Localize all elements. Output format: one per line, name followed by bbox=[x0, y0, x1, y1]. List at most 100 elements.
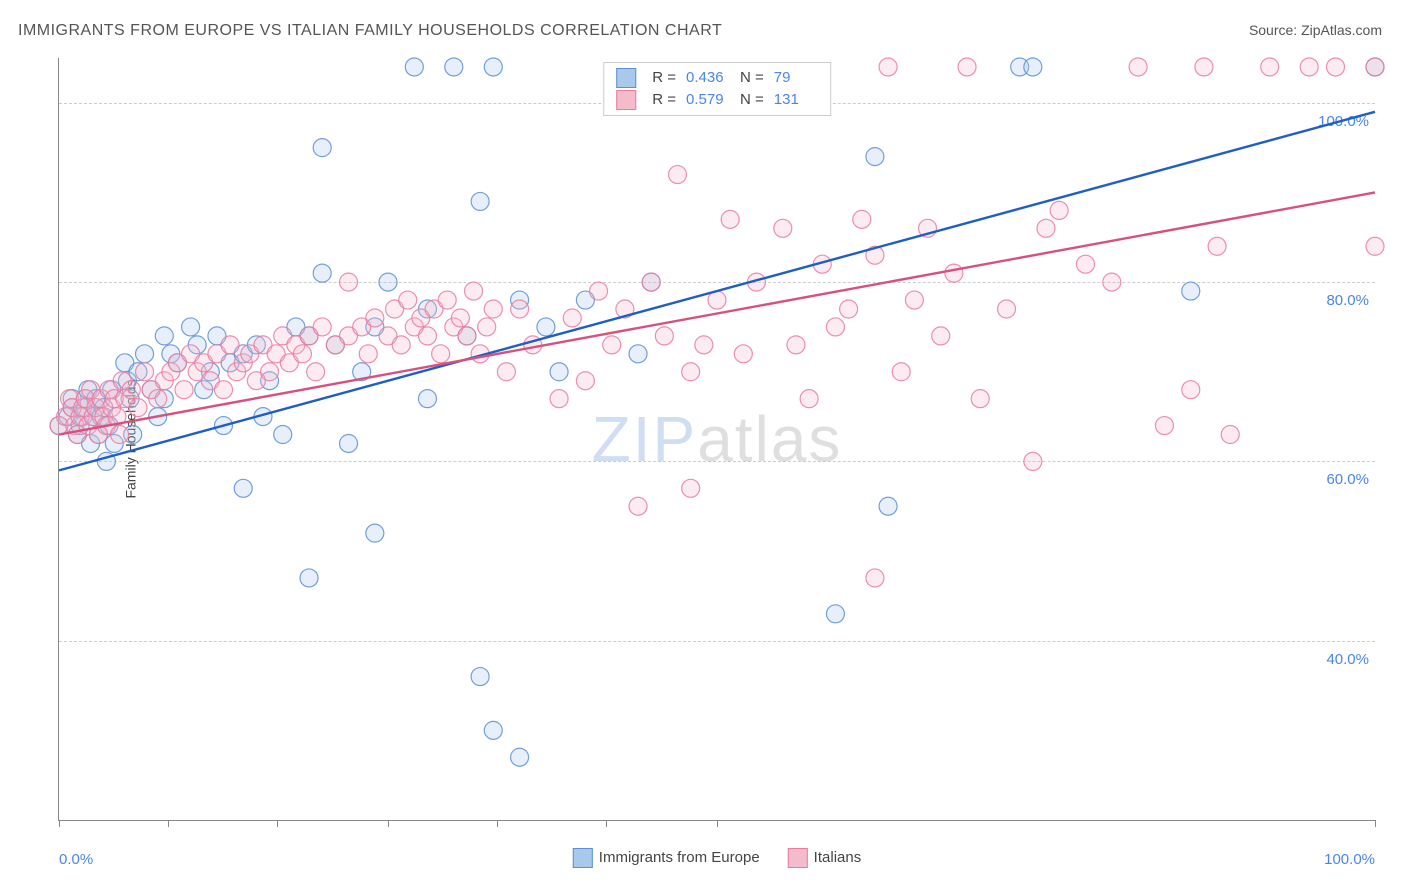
data-point-italians bbox=[399, 291, 417, 309]
data-point-europe bbox=[405, 58, 423, 76]
x-tick-label-max: 100.0% bbox=[1324, 851, 1375, 868]
x-tick bbox=[388, 820, 389, 827]
data-point-italians bbox=[655, 327, 673, 345]
trend-line-europe bbox=[59, 112, 1375, 471]
x-tick bbox=[168, 820, 169, 827]
data-point-italians bbox=[359, 345, 377, 363]
x-tick bbox=[606, 820, 607, 827]
data-point-italians bbox=[136, 363, 154, 381]
data-point-italians bbox=[392, 336, 410, 354]
data-point-italians bbox=[932, 327, 950, 345]
data-point-italians bbox=[149, 390, 167, 408]
data-point-italians bbox=[1024, 452, 1042, 470]
data-point-italians bbox=[432, 345, 450, 363]
data-point-italians bbox=[879, 58, 897, 76]
legend-swatch-italians bbox=[788, 848, 808, 868]
r-value: 0.579 bbox=[686, 89, 730, 111]
data-point-italians bbox=[892, 363, 910, 381]
data-point-italians bbox=[340, 273, 358, 291]
source-label: Source: bbox=[1249, 22, 1301, 38]
data-point-italians bbox=[734, 345, 752, 363]
data-point-italians bbox=[998, 300, 1016, 318]
data-point-europe bbox=[471, 668, 489, 686]
data-point-italians bbox=[511, 300, 529, 318]
x-tick bbox=[59, 820, 60, 827]
data-point-italians bbox=[1195, 58, 1213, 76]
data-point-italians bbox=[478, 318, 496, 336]
data-point-europe bbox=[1024, 58, 1042, 76]
legend-swatch-europe bbox=[616, 68, 636, 88]
data-point-europe bbox=[379, 273, 397, 291]
data-point-italians bbox=[215, 381, 233, 399]
data-point-europe bbox=[537, 318, 555, 336]
data-point-europe bbox=[313, 264, 331, 282]
data-point-europe bbox=[300, 569, 318, 587]
data-point-italians bbox=[1366, 237, 1384, 255]
source-attribution: Source: ZipAtlas.com bbox=[1249, 22, 1382, 38]
data-layer bbox=[59, 58, 1375, 820]
legend-label: Immigrants from Europe bbox=[599, 849, 760, 866]
data-point-europe bbox=[136, 345, 154, 363]
data-point-europe bbox=[445, 58, 463, 76]
data-point-italians bbox=[563, 309, 581, 327]
data-point-italians bbox=[366, 309, 384, 327]
data-point-europe bbox=[155, 327, 173, 345]
r-value: 0.436 bbox=[686, 67, 730, 89]
data-point-italians bbox=[418, 327, 436, 345]
data-point-italians bbox=[721, 210, 739, 228]
data-point-italians bbox=[576, 372, 594, 390]
n-value: 131 bbox=[774, 89, 818, 111]
data-point-italians bbox=[682, 479, 700, 497]
data-point-italians bbox=[787, 336, 805, 354]
data-point-italians bbox=[1300, 58, 1318, 76]
legend-item-italians: Italians bbox=[788, 848, 862, 868]
data-point-italians bbox=[695, 336, 713, 354]
data-point-italians bbox=[1129, 58, 1147, 76]
data-point-italians bbox=[603, 336, 621, 354]
data-point-italians bbox=[1050, 201, 1068, 219]
data-point-italians bbox=[629, 497, 647, 515]
data-point-italians bbox=[642, 273, 660, 291]
data-point-italians bbox=[774, 219, 792, 237]
data-point-europe bbox=[313, 139, 331, 157]
data-point-europe bbox=[879, 497, 897, 515]
data-point-italians bbox=[1037, 219, 1055, 237]
scatter-plot: Family Households 40.0%60.0%80.0%100.0% … bbox=[58, 58, 1375, 821]
data-point-italians bbox=[307, 363, 325, 381]
data-point-italians bbox=[1182, 381, 1200, 399]
legend-label: Italians bbox=[814, 849, 862, 866]
data-point-italians bbox=[111, 426, 129, 444]
legend-item-europe: Immigrants from Europe bbox=[573, 848, 760, 868]
data-point-italians bbox=[1103, 273, 1121, 291]
data-point-europe bbox=[550, 363, 568, 381]
data-point-europe bbox=[366, 524, 384, 542]
stats-row-europe: R =0.436N =79 bbox=[616, 67, 818, 89]
x-tick bbox=[277, 820, 278, 827]
chart-title: IMMIGRANTS FROM EUROPE VS ITALIAN FAMILY… bbox=[18, 22, 722, 40]
x-tick-label-min: 0.0% bbox=[59, 851, 93, 868]
data-point-italians bbox=[800, 390, 818, 408]
data-point-italians bbox=[1366, 58, 1384, 76]
data-point-italians bbox=[1221, 426, 1239, 444]
data-point-italians bbox=[458, 327, 476, 345]
source-name: ZipAtlas.com bbox=[1301, 22, 1382, 38]
data-point-europe bbox=[511, 748, 529, 766]
data-point-italians bbox=[590, 282, 608, 300]
data-point-italians bbox=[1261, 58, 1279, 76]
x-tick bbox=[497, 820, 498, 827]
data-point-europe bbox=[234, 479, 252, 497]
data-point-europe bbox=[826, 605, 844, 623]
data-point-europe bbox=[274, 426, 292, 444]
x-tick bbox=[717, 820, 718, 827]
data-point-italians bbox=[129, 399, 147, 417]
data-point-italians bbox=[221, 336, 239, 354]
data-point-europe bbox=[182, 318, 200, 336]
data-point-italians bbox=[1208, 237, 1226, 255]
data-point-italians bbox=[682, 363, 700, 381]
data-point-italians bbox=[1327, 58, 1345, 76]
data-point-italians bbox=[866, 569, 884, 587]
data-point-europe bbox=[1182, 282, 1200, 300]
correlation-stats-legend: R =0.436N =79R =0.579N =131 bbox=[603, 62, 831, 116]
data-point-italians bbox=[669, 166, 687, 184]
data-point-italians bbox=[1155, 417, 1173, 435]
